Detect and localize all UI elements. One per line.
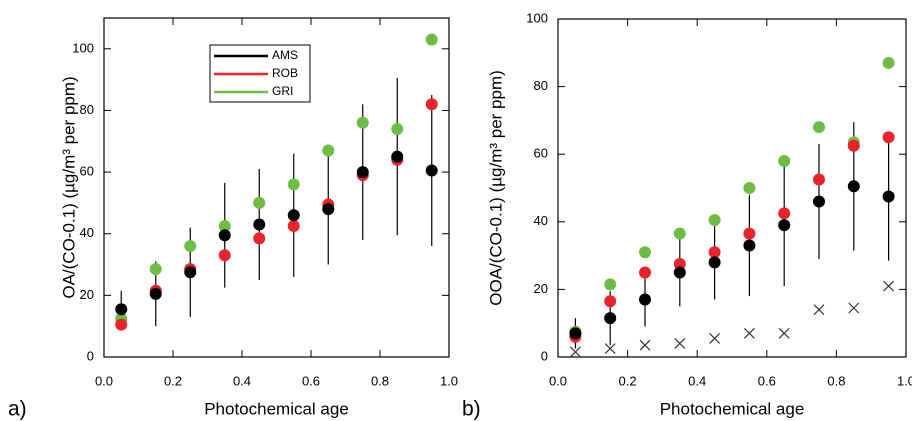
point <box>356 166 369 179</box>
x-marker <box>778 327 790 339</box>
point <box>639 246 651 259</box>
point <box>253 218 266 231</box>
legend-label: ROB <box>272 66 298 80</box>
y-tick-label: 0 <box>541 348 548 363</box>
point <box>253 232 266 245</box>
x-tick-label: 0.4 <box>233 373 251 388</box>
x-tick-label: 1.0 <box>440 373 458 388</box>
point <box>356 116 369 129</box>
x-tick-label: 0.4 <box>688 373 706 388</box>
point <box>218 229 231 242</box>
x-marker <box>883 280 895 292</box>
point <box>708 246 721 259</box>
x-marker <box>604 343 616 354</box>
point <box>287 220 300 233</box>
y-axis-title: OA/(CO-0.1) (µg/m³ per ppm) <box>59 76 78 298</box>
x-tick-label: 1.0 <box>897 373 912 388</box>
point <box>253 196 266 209</box>
y-tick-label: 80 <box>534 78 548 93</box>
y-axis-title: OOA/(CO-0.1) (µg/m³ per ppm) <box>486 70 505 306</box>
point <box>882 56 895 69</box>
x-marker <box>709 332 721 344</box>
point <box>743 227 756 240</box>
x-tick-label: 0.8 <box>827 373 845 388</box>
x-axis-title: Photochemical age <box>204 399 349 418</box>
x-tick-label: 0.2 <box>619 373 637 388</box>
y-tick-label: 60 <box>80 164 94 179</box>
x-marker <box>813 304 825 316</box>
point <box>391 122 404 135</box>
y-tick-label: 20 <box>80 287 94 302</box>
x-marker <box>639 339 651 351</box>
point <box>287 209 300 222</box>
point <box>604 278 617 291</box>
x-marker <box>569 346 581 358</box>
point <box>322 203 335 216</box>
point <box>673 266 686 279</box>
point <box>813 173 825 186</box>
y-tick-label: 20 <box>534 281 548 296</box>
y-tick-label: 100 <box>526 10 548 25</box>
x-tick-label: 0.0 <box>95 373 113 388</box>
y-tick-label: 40 <box>534 213 548 228</box>
point <box>673 258 686 271</box>
legend-label: AMS <box>272 48 298 62</box>
panel-label: b) <box>462 398 481 421</box>
point <box>184 240 197 253</box>
point <box>673 227 686 240</box>
point <box>149 263 162 276</box>
point <box>639 293 651 306</box>
legend-label: GRI <box>272 84 293 98</box>
point <box>218 249 231 262</box>
point <box>604 312 617 325</box>
point <box>743 182 756 194</box>
point <box>391 150 404 163</box>
point <box>184 266 197 279</box>
plot-frame <box>103 17 450 358</box>
point <box>743 239 756 252</box>
y-tick-label: 0 <box>87 348 94 363</box>
point <box>708 214 721 227</box>
x-tick-label: 0.0 <box>549 373 567 388</box>
x-axis-title: Photochemical age <box>660 399 805 418</box>
x-marker <box>674 338 686 349</box>
point <box>425 33 438 46</box>
panel-label: a) <box>8 398 27 421</box>
x-marker <box>743 327 755 339</box>
x-tick-label: 0.8 <box>371 373 389 388</box>
point <box>882 131 895 144</box>
point <box>322 144 335 157</box>
y-tick-label: 100 <box>72 40 94 55</box>
point <box>778 207 791 220</box>
y-tick-label: 40 <box>80 225 94 240</box>
point <box>115 303 128 316</box>
point <box>778 154 791 167</box>
point <box>639 266 651 279</box>
x-marker <box>848 302 860 314</box>
x-tick-label: 0.6 <box>302 373 320 388</box>
point <box>813 121 825 134</box>
point <box>287 178 300 191</box>
point <box>708 256 721 269</box>
plot-frame <box>557 18 907 358</box>
point <box>569 327 582 340</box>
point <box>604 295 617 308</box>
point <box>778 219 791 232</box>
point <box>218 220 231 233</box>
y-tick-label: 80 <box>80 102 94 117</box>
point <box>882 190 895 203</box>
point <box>149 287 162 300</box>
point <box>847 139 860 152</box>
y-tick-label: 60 <box>534 146 548 161</box>
point <box>115 318 128 331</box>
x-tick-label: 0.6 <box>758 373 776 388</box>
point <box>813 195 825 208</box>
point <box>425 164 438 177</box>
x-tick-label: 0.2 <box>164 373 182 388</box>
point <box>847 180 860 193</box>
point <box>425 98 438 111</box>
